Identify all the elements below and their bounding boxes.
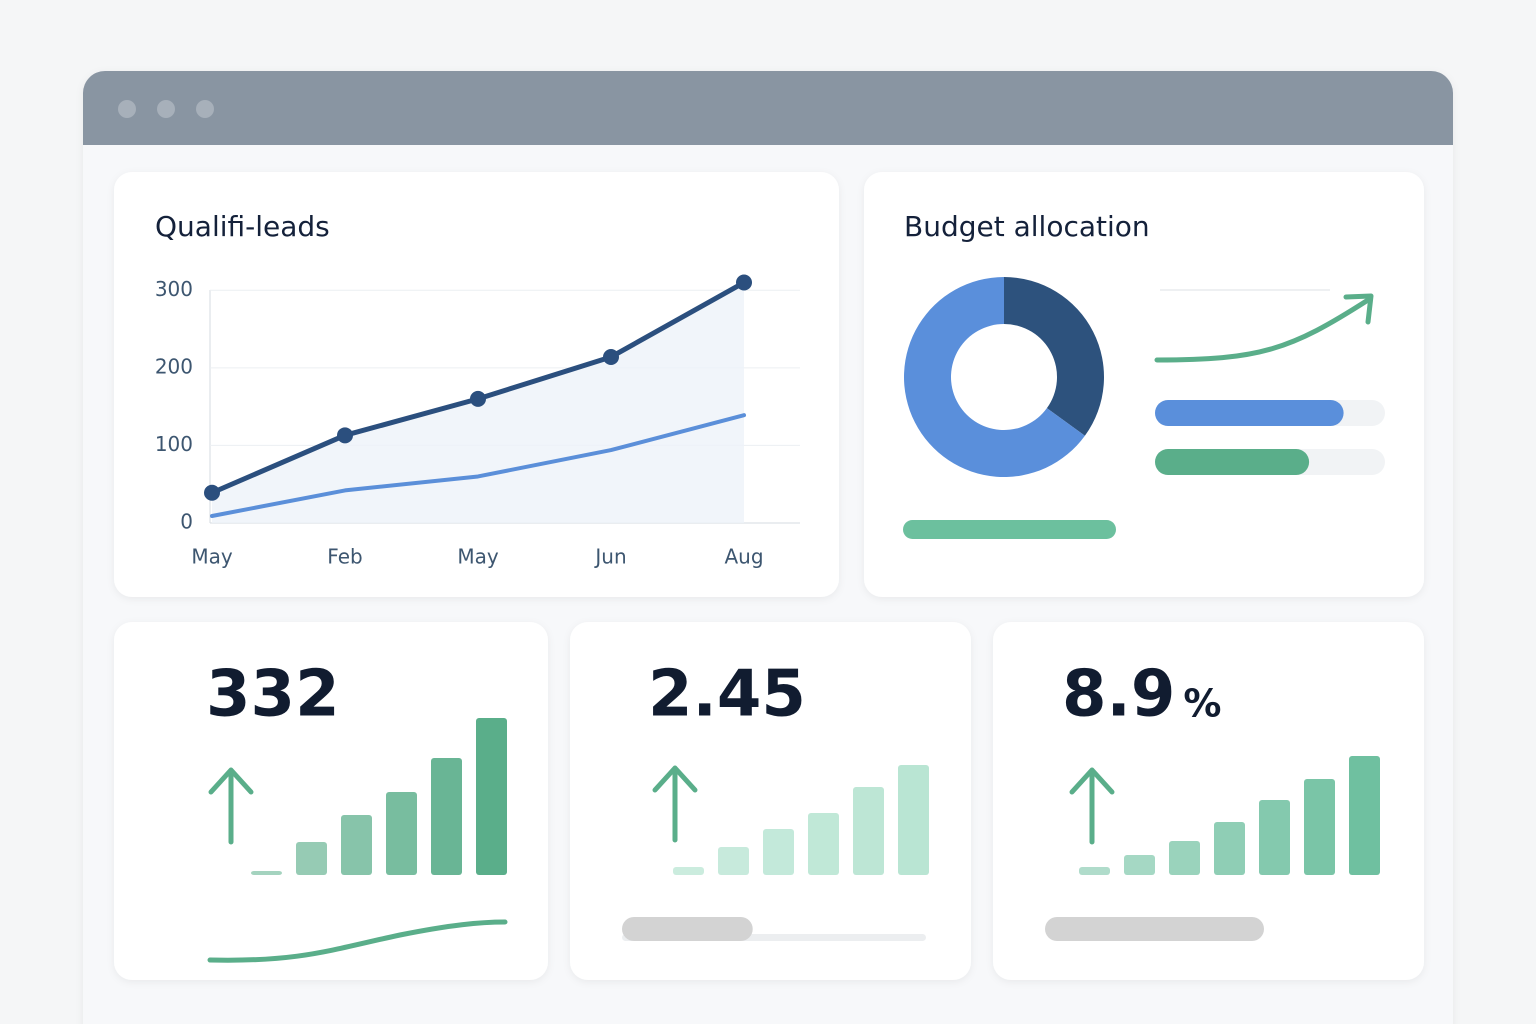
y-tick-label: 0 [180,510,193,534]
up-arrow [652,765,698,843]
kpi-unit: % [1183,682,1221,726]
donut-slice [904,277,1085,477]
point [470,390,486,407]
point [603,348,619,365]
kpi-value: 2.45 [648,658,806,732]
mini-bar [1349,756,1380,875]
title-bar [83,71,1453,145]
decor-bar [903,520,1116,539]
sparkline [207,919,508,963]
mini-bar [673,867,704,875]
mini-bar [1124,855,1155,875]
up-arrow [208,767,254,845]
mini-bar [808,813,839,875]
mini-bar [1304,779,1335,875]
mini-bar [763,829,794,875]
kpi-card [993,622,1424,980]
x-tick-label: Jun [593,545,626,569]
progress-fill [1155,400,1344,426]
window-dot[interactable] [157,100,175,118]
mini-bar [898,765,929,875]
line [210,413,746,519]
mini-bar [1079,867,1110,875]
mini-bar [1214,822,1245,875]
progress-fill [1155,449,1310,475]
mini-bar [386,792,417,875]
up-arrow [1069,767,1115,845]
card-title: Qualifi-leads [155,210,330,243]
kpi-value: 332 [206,658,340,732]
mini-bar [251,871,282,875]
mini-bar [853,787,884,875]
y-tick-label: 200 [155,354,193,378]
y-tick-label: 300 [155,277,193,301]
decor-bar [1045,917,1264,941]
x-tick-label: Feb [327,545,362,569]
point [204,484,220,501]
point [736,274,752,291]
trend-arrow [1154,297,1371,363]
mini-bar [718,847,749,875]
mini-bar [476,718,507,875]
window-dot[interactable] [118,100,136,118]
mini-bar [296,842,327,875]
kpi-card [114,622,548,980]
window-dot[interactable] [196,100,214,118]
mini-bar [1259,800,1290,875]
kpi-value: 8.9 [1062,658,1175,732]
trend-arrow-head [1343,293,1374,325]
x-tick-label: May [457,545,499,569]
card-title: Budget allocation [904,210,1150,243]
point [337,427,353,444]
progress-fill [622,917,753,941]
mini-bar [1169,841,1200,875]
x-tick-label: Aug [724,545,763,569]
mini-bar [341,815,372,875]
donut-slice [1004,277,1104,436]
y-tick-label: 100 [155,432,193,456]
mini-bar [431,758,462,875]
x-tick-label: May [191,545,233,569]
kpi-card [570,622,971,980]
